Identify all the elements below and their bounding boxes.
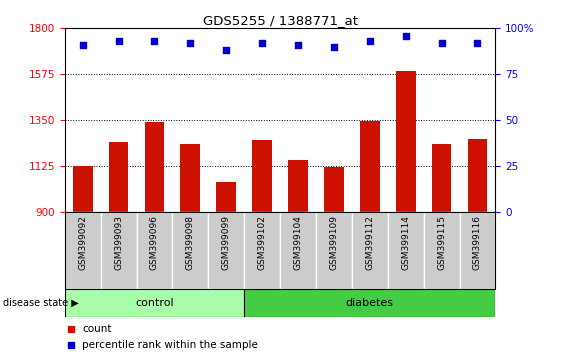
Bar bbox=[137, 212, 172, 289]
Text: GSM399115: GSM399115 bbox=[437, 215, 446, 270]
Text: diabetes: diabetes bbox=[346, 298, 394, 308]
Bar bbox=[216, 182, 236, 212]
Title: GDS5255 / 1388771_at: GDS5255 / 1388771_at bbox=[203, 14, 358, 27]
Point bbox=[222, 47, 231, 53]
Bar bbox=[432, 144, 452, 212]
Point bbox=[78, 42, 87, 48]
Text: percentile rank within the sample: percentile rank within the sample bbox=[82, 340, 258, 350]
Text: GSM399104: GSM399104 bbox=[293, 215, 302, 269]
Point bbox=[437, 40, 446, 46]
Bar bbox=[459, 212, 495, 289]
Bar bbox=[360, 121, 379, 212]
Point bbox=[293, 42, 302, 48]
Point bbox=[258, 40, 267, 46]
Text: GSM399116: GSM399116 bbox=[473, 215, 482, 270]
Bar bbox=[65, 289, 244, 317]
Text: GSM399112: GSM399112 bbox=[365, 215, 374, 269]
Bar bbox=[172, 212, 208, 289]
Point bbox=[401, 33, 410, 39]
Bar bbox=[65, 212, 101, 289]
Point bbox=[114, 38, 123, 44]
Bar bbox=[468, 139, 488, 212]
Point bbox=[186, 40, 195, 46]
Text: GSM399102: GSM399102 bbox=[258, 215, 267, 269]
Bar bbox=[424, 212, 459, 289]
Text: disease state ▶: disease state ▶ bbox=[3, 298, 79, 308]
Point bbox=[150, 38, 159, 44]
Bar bbox=[388, 212, 424, 289]
Point bbox=[365, 38, 374, 44]
Bar bbox=[288, 160, 308, 212]
Bar bbox=[73, 166, 92, 212]
Text: GSM399092: GSM399092 bbox=[78, 215, 87, 269]
Bar bbox=[396, 71, 415, 212]
Bar bbox=[145, 122, 164, 212]
Bar bbox=[181, 144, 200, 212]
Bar bbox=[252, 140, 272, 212]
Bar bbox=[244, 212, 280, 289]
Bar bbox=[109, 142, 128, 212]
Text: GSM399114: GSM399114 bbox=[401, 215, 410, 269]
Bar bbox=[280, 212, 316, 289]
Bar bbox=[208, 212, 244, 289]
Bar bbox=[352, 212, 388, 289]
Text: GSM399109: GSM399109 bbox=[329, 215, 338, 270]
Bar bbox=[316, 212, 352, 289]
Bar bbox=[324, 167, 344, 212]
Point bbox=[473, 40, 482, 46]
Bar bbox=[244, 289, 495, 317]
Text: GSM399093: GSM399093 bbox=[114, 215, 123, 270]
Text: GSM399098: GSM399098 bbox=[186, 215, 195, 270]
Text: GSM399096: GSM399096 bbox=[150, 215, 159, 270]
Point bbox=[329, 44, 338, 50]
Text: count: count bbox=[82, 324, 111, 334]
Bar bbox=[101, 212, 137, 289]
Text: GSM399099: GSM399099 bbox=[222, 215, 231, 270]
Text: control: control bbox=[135, 298, 174, 308]
